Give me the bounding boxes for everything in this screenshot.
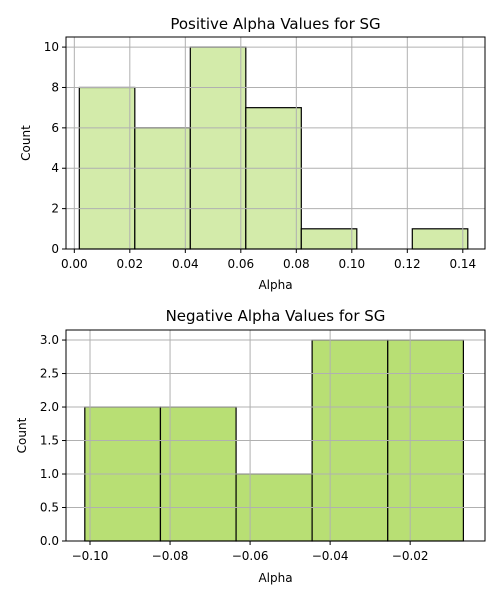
axes-frame xyxy=(65,329,486,542)
x-tick-label: −0.02 xyxy=(392,549,429,563)
y-tick-label: 0.0 xyxy=(40,534,59,548)
x-tick-label: 0.06 xyxy=(227,257,254,271)
histogram-bar-4 xyxy=(300,228,358,250)
x-tick-label: −0.06 xyxy=(232,549,269,563)
y-tick-label: 8 xyxy=(51,80,59,94)
chart-title: Negative Alpha Values for SG xyxy=(166,307,386,325)
x-tick-label: 0.10 xyxy=(338,257,365,271)
axes-frame xyxy=(65,36,486,250)
histogram-bar-3 xyxy=(245,107,302,250)
x-tick-label: −0.10 xyxy=(72,549,109,563)
y-tick-label: 0.5 xyxy=(40,501,59,515)
negative-alpha-panel: −0.10 −0.08 −0.06 −0.04 −0.02 0.0 0.5 1.0 1.5 2.0… xyxy=(15,307,486,585)
y-tick-label: 1.5 xyxy=(40,434,59,448)
x-tick-label: 0.04 xyxy=(172,257,199,271)
positive-alpha-panel: 0.00 0.02 0.04 0.06 0.08 0.10 0.12 0.14 0 2 4 6 8 10 P… xyxy=(19,15,486,292)
x-tick-label: 0.02 xyxy=(116,257,143,271)
histogram-bar-1 xyxy=(134,127,191,250)
y-tick-label: 6 xyxy=(51,121,59,135)
x-axis-label: Alpha xyxy=(258,571,292,585)
y-tick-label: 4 xyxy=(51,161,59,175)
x-tick-label: 0.00 xyxy=(61,257,88,271)
y-tick-label: 0 xyxy=(51,242,59,256)
y-tick-label: 1.0 xyxy=(40,467,59,481)
y-axis-label: Count xyxy=(15,417,29,453)
chart-title: Positive Alpha Values for SG xyxy=(170,15,380,33)
x-tick-label: −0.08 xyxy=(152,549,189,563)
y-tick-label: 2.0 xyxy=(40,400,59,414)
y-tick-label: 2 xyxy=(51,202,59,216)
y-tick-label: 10 xyxy=(44,40,59,54)
x-axis-label: Alpha xyxy=(258,278,292,292)
histogram-bar-6 xyxy=(411,228,469,250)
histogram-bar-2 xyxy=(189,46,247,250)
x-tick-label: 0.08 xyxy=(283,257,310,271)
y-tick-label: 2.5 xyxy=(40,367,59,381)
bars xyxy=(78,46,469,250)
x-tick-label: 0.14 xyxy=(449,257,476,271)
x-tick-label: 0.12 xyxy=(394,257,421,271)
y-tick-label: 3.0 xyxy=(40,333,59,347)
x-tick-label: −0.04 xyxy=(312,549,349,563)
y-axis-label: Count xyxy=(19,125,33,161)
